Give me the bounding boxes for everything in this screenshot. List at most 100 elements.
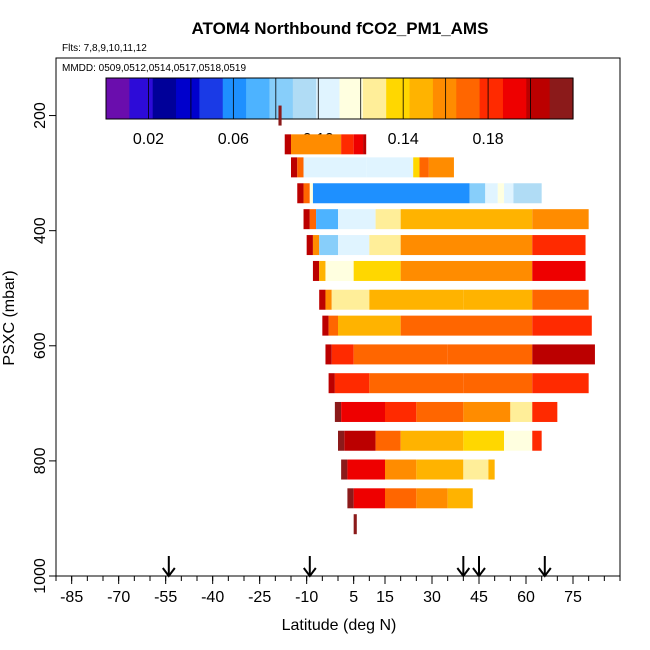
x-tick-label: 75 [564,589,582,606]
colorbar-cell [246,78,271,119]
heatmap-cell [341,401,385,422]
heatmap-cell [297,183,304,204]
heatmap-cell [331,344,354,365]
colorbar-cell [386,78,411,119]
heatmap-bands [278,105,595,535]
heatmap-cell [334,373,370,394]
heatmap-cell [347,488,354,509]
heatmap-cell [504,430,533,451]
y-tick-label: 1000 [32,558,49,594]
heatmap-cell [353,488,385,509]
heatmap-cell [447,488,473,509]
heatmap-cell [303,183,310,204]
y-axis: 200 400 600 800 1000 [32,102,56,594]
y-tick-label: 200 [32,102,49,129]
x-axis-label: Latitude (deg N) [282,617,397,634]
flight-arrow-head [303,567,317,578]
heatmap-cell [532,430,542,451]
heatmap-cell [532,209,589,230]
heatmap-cell [369,235,401,256]
colorbar-tick-label: 0.02 [133,131,164,148]
colorbar-frame [105,77,574,120]
heatmap-cell [347,459,385,480]
heatmap-cell [363,134,367,155]
heatmap-cell [385,488,417,509]
heatmap-cell [532,235,586,256]
heatmap-cell [419,157,429,178]
x-tick-label: -40 [201,589,224,606]
x-tick-label: 60 [517,589,535,606]
y-tick-label: 800 [32,447,49,474]
colorbar-cell [292,78,317,119]
x-tick-label: 15 [376,589,394,606]
heatmap-cell [416,488,448,509]
colorbar-cell [502,78,527,119]
heatmap-cell [504,183,514,204]
colorbar-cell [362,78,387,119]
heatmap-cell [328,373,335,394]
heatmap-cell [319,235,338,256]
heatmap-cell [532,289,589,310]
heatmap-cell [312,260,320,281]
colorbar-cell [479,78,504,119]
heatmap-cell [532,315,592,336]
dates-subtitle: MMDD: 0509,0512,0514,0517,0518,0519 [62,63,246,74]
colorbar-cell [339,78,364,119]
colorbar: 0.020.060.100.140.18 [105,77,574,148]
heatmap-cell [488,459,495,480]
heatmap-cell [375,209,401,230]
colorbar-cell [152,78,177,119]
heatmap-cell [463,373,533,394]
heatmap-cell [447,344,533,365]
heatmap-cell [341,134,354,155]
colorbar-cell [176,78,200,119]
heatmap-cell [532,260,586,281]
colorbar-cell [456,78,481,119]
heatmap-cell [325,289,332,310]
x-tick-label: 5 [349,589,358,606]
heatmap-cell [532,344,595,365]
heatmap-cell [463,430,505,451]
heatmap-cell [375,430,401,451]
heatmap-cell [319,260,326,281]
heatmap-cell [513,183,542,204]
y-axis-label: PSXC (mbar) [1,270,18,365]
heatmap-cell [312,235,320,256]
heatmap-cell [385,459,417,480]
colorbar-tick-label: 0.06 [218,131,249,148]
colorbar-cell [526,78,551,119]
heatmap-cell [341,459,348,480]
heatmap-cell [385,401,417,422]
flight-arrow-head [538,567,552,578]
heatmap-cell [416,459,464,480]
heatmap-cell [532,401,558,422]
colorbar-cell [409,78,434,119]
colorbar-tick-label: 0.18 [473,131,504,148]
heatmap-cell [485,183,498,204]
heatmap-cell [353,260,401,281]
heatmap-cell [325,344,332,365]
x-tick-label: 45 [470,589,488,606]
colorbar-cell [106,78,130,119]
heatmap-cell [413,157,420,178]
colorbar-cell [432,78,457,119]
heatmap-cell [400,260,533,281]
colorbar-cell [549,78,574,119]
heatmap-cell [303,157,367,178]
heatmap-cell [303,209,310,230]
heatmap-cell [284,134,291,155]
heatmap-cell [338,430,345,451]
heatmap-cell [463,289,533,310]
arrows [162,556,552,578]
heatmap-cell [416,401,464,422]
heatmap-cell [463,459,489,480]
heatmap-cell [353,134,364,155]
heatmap-cell [325,260,354,281]
heatmap-cell [469,183,486,204]
heatmap-cell [278,105,282,126]
colorbar-cell [129,78,154,119]
heatmap-cell [338,235,370,256]
x-tick-label: -70 [107,589,130,606]
heatmap-cell [369,373,464,394]
heatmap-cell [400,315,533,336]
